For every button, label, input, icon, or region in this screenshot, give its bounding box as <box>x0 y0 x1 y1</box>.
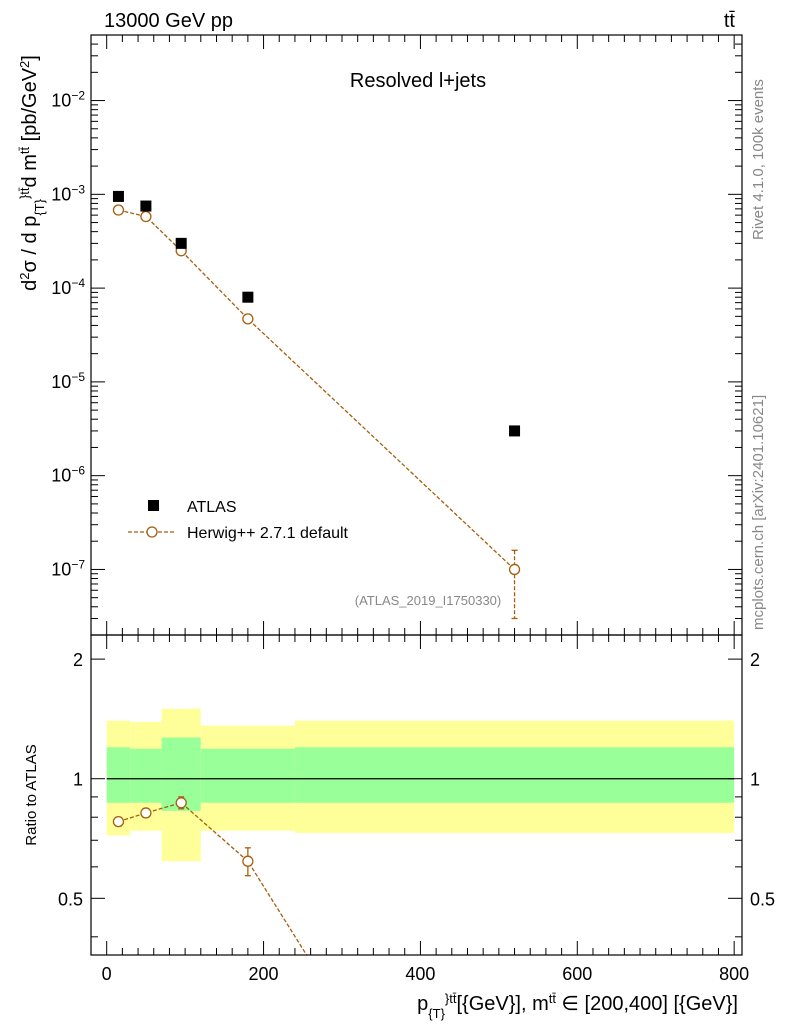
main-y-tick-label: 10−6 <box>51 464 85 486</box>
atlas-point <box>140 200 152 212</box>
header-process-label: tt̄ <box>724 10 736 32</box>
ratio-herwig-point <box>140 807 152 819</box>
ratio-band-inner <box>106 747 131 803</box>
mcplots-label: mcplots.cern.ch [arXiv:2401.10621] <box>750 395 767 630</box>
ratio-x-tick-label: 400 <box>405 964 435 984</box>
ratio-x-tick-label: 200 <box>249 964 279 984</box>
herwig-point <box>242 313 254 325</box>
main-series <box>112 190 521 620</box>
ratio-band-inner <box>294 747 735 803</box>
main-y-tick-label: 10−7 <box>51 557 85 579</box>
ratio-y-tick-label-left: 1 <box>73 770 83 790</box>
atlas-point <box>112 190 124 202</box>
ratio-herwig-point <box>175 797 187 809</box>
x-axis-label: p{T}}tt̄[{GeV}], mtt̄ ∈ [200,400] [{GeV}… <box>417 991 738 1021</box>
analysis-tag: (ATLAS_2019_I1750330) <box>355 593 501 608</box>
main-y-tick-label: 10−4 <box>51 276 85 298</box>
legend-atlas-marker <box>148 500 159 511</box>
main-y-tick-label: 10−2 <box>51 89 85 111</box>
ratio-y-tick-label-right: 2 <box>750 650 760 670</box>
legend-atlas-label: ATLAS <box>187 499 237 516</box>
main-y-tick-label: 10−5 <box>51 370 85 392</box>
ratio-x-tick-label: 600 <box>562 964 592 984</box>
main-y-axis-label: d2σ / d p{T}}tt̄d mtt̄ [pb/GeV2] <box>17 55 47 291</box>
atlas-point <box>509 425 521 437</box>
header-energy-label: 13000 GeV pp <box>104 10 233 32</box>
herwig-point <box>508 563 521 576</box>
ratio-uncertainty-bands <box>106 708 735 862</box>
main-x-ticks <box>106 35 735 635</box>
ratio-y-tick-label-right: 1 <box>750 770 760 790</box>
ratio-y-tick-label-right: 0.5 <box>750 889 775 909</box>
ratio-x-tick-label: 800 <box>719 964 749 984</box>
ratio-herwig-point <box>242 855 254 867</box>
ratio-series <box>112 796 308 956</box>
atlas-point <box>175 237 187 249</box>
legend: ATLAS Herwig++ 2.7.1 default <box>128 499 349 542</box>
ratio-y-tick-label-left: 0.5 <box>58 889 83 909</box>
rivet-version-label: Rivet 4.1.0, 100k events <box>750 79 767 240</box>
ratio-x-tick-label: 0 <box>102 964 112 984</box>
ratio-panel: 0 200 400 600 800 0.5 0.5 1 1 2 2 Ratio to ATLAS p… <box>23 634 775 1021</box>
ratio-ticks: 0 200 400 600 800 0.5 0.5 1 1 2 2 <box>58 635 775 984</box>
ratio-y-axis-label: Ratio to ATLAS <box>23 744 40 845</box>
herwig-line <box>118 209 515 570</box>
legend-herwig-label: Herwig++ 2.7.1 default <box>187 525 349 542</box>
herwig-point <box>140 210 152 223</box>
ratio-band-inner <box>200 748 295 803</box>
atlas-point <box>242 291 254 303</box>
herwig-point <box>112 204 125 216</box>
main-panel: 10−7 10−6 10−5 10−4 10−3 10−2 Resolved l+jets… <box>17 34 743 636</box>
legend-herwig-marker <box>146 526 158 538</box>
ratio-band-inner <box>130 748 162 803</box>
ratio-plot-frame <box>90 634 743 956</box>
ratio-herwig-line <box>118 802 308 956</box>
main-y-ticks: 10−7 10−6 10−5 10−4 10−3 10−2 <box>51 34 742 636</box>
ratio-herwig-point <box>112 815 125 828</box>
main-title: Resolved l+jets <box>350 70 486 92</box>
main-y-tick-label: 10−3 <box>51 182 85 204</box>
main-plot-frame <box>90 34 743 636</box>
ratio-y-tick-label-left: 2 <box>73 650 83 670</box>
